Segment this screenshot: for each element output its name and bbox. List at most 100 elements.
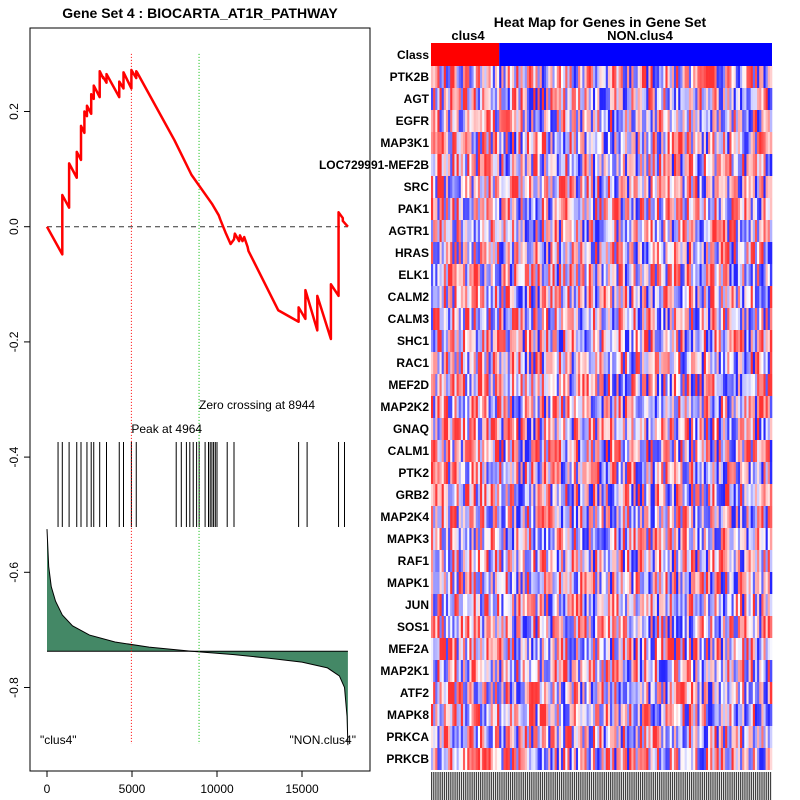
heatmap-cell	[582, 550, 585, 572]
heatmap-cell	[729, 308, 732, 330]
heatmap-cell	[546, 132, 549, 154]
heatmap-cell	[507, 418, 511, 440]
heatmap-cell	[639, 88, 643, 110]
heatmap-cell	[580, 528, 583, 550]
right-class-label: "NON.clus4"	[289, 733, 356, 747]
heatmap-cells	[431, 66, 773, 770]
heatmap-cell	[618, 374, 621, 396]
heatmap-cell	[558, 286, 562, 308]
heatmap-cell	[433, 242, 436, 264]
heatmap-cell	[599, 66, 602, 88]
heatmap-cell	[601, 418, 604, 440]
heatmap-cell	[727, 242, 730, 264]
heatmap-cell	[548, 110, 551, 132]
heatmap-cell	[552, 440, 555, 462]
heatmap-cell	[484, 110, 487, 132]
heatmap-cell	[471, 704, 474, 726]
heatmap-cell	[708, 660, 711, 682]
heatmap-cell	[763, 418, 766, 440]
heatmap-cell	[752, 352, 756, 374]
heatmap-cell	[552, 682, 555, 704]
heatmap-cell	[529, 132, 532, 154]
heatmap-cell	[537, 660, 540, 682]
heatmap-cell	[618, 66, 621, 88]
heatmap-cell	[507, 682, 511, 704]
heatmap-cell	[605, 132, 609, 154]
heatmap-cell	[646, 286, 649, 308]
heatmap-cell	[676, 396, 679, 418]
heatmap-cell	[441, 616, 445, 638]
heatmap-cell	[471, 66, 474, 88]
heatmap-cell	[629, 242, 632, 264]
heatmap-cell	[652, 220, 656, 242]
heatmap-cell	[563, 638, 566, 660]
heatmap-cell	[467, 572, 470, 594]
heatmap-cell	[494, 418, 498, 440]
heatmap-cell	[571, 198, 575, 220]
heatmap-cell	[718, 264, 722, 286]
heatmap-cell	[588, 198, 592, 220]
heatmap-cell	[535, 726, 538, 748]
heatmap-cell	[531, 154, 534, 176]
heatmap-cell	[533, 352, 536, 374]
heatmap-cell	[548, 242, 551, 264]
heatmap-cell	[754, 66, 758, 88]
heatmap-cell	[701, 220, 705, 242]
heatmap-cell	[759, 484, 762, 506]
heatmap-cell	[686, 286, 690, 308]
heatmap-cell	[501, 616, 504, 638]
heatmap-cell	[501, 374, 504, 396]
heatmap-cell	[486, 242, 489, 264]
heatmap-cell	[627, 286, 630, 308]
heatmap-cell	[661, 616, 664, 638]
heatmap-cell	[648, 484, 651, 506]
heatmap-cell	[573, 264, 577, 286]
heatmap-cell	[612, 352, 615, 374]
heatmap-cell	[746, 88, 749, 110]
heatmap-cell	[605, 220, 609, 242]
heatmap-cell	[631, 154, 634, 176]
heatmap-cell	[486, 638, 489, 660]
heatmap-cell	[480, 418, 483, 440]
heatmap-cell	[522, 154, 526, 176]
heatmap-cell	[443, 528, 447, 550]
heatmap-cell	[480, 484, 483, 506]
heatmap-cell	[535, 462, 538, 484]
heatmap-cell	[639, 594, 643, 616]
heatmap-cell	[462, 374, 466, 396]
heatmap-cell	[618, 616, 621, 638]
heatmap-cell	[740, 264, 743, 286]
heatmap-cell	[601, 286, 604, 308]
heatmap-cell	[693, 374, 696, 396]
heatmap-cell	[488, 660, 491, 682]
heatmap-cell	[676, 154, 679, 176]
heatmap-cell	[622, 66, 626, 88]
heatmap-cell	[435, 572, 438, 594]
heatmap-cell	[757, 286, 760, 308]
heatmap-cell	[460, 198, 464, 220]
heatmap-cell	[582, 110, 585, 132]
heatmap-cell	[443, 660, 447, 682]
heatmap-cell	[718, 374, 722, 396]
heatmap-cell	[744, 154, 747, 176]
heatmap-cell	[569, 330, 572, 352]
heatmap-cell	[599, 110, 602, 132]
heatmap-cell	[599, 286, 602, 308]
heatmap-cell	[727, 176, 730, 198]
heatmap-cell	[603, 660, 607, 682]
heatmap-cell	[597, 484, 600, 506]
heatmap-cell	[578, 286, 581, 308]
heatmap-cell	[601, 198, 604, 220]
heatmap-cell	[548, 704, 551, 726]
heatmap-cell	[499, 110, 502, 132]
heatmap-cell	[663, 594, 666, 616]
heatmap-cell	[561, 66, 564, 88]
heatmap-cell	[561, 154, 564, 176]
heatmap-cell	[682, 66, 685, 88]
heatmap-cell	[554, 330, 558, 352]
heatmap-cell	[731, 330, 734, 352]
heatmap-cell	[586, 594, 590, 616]
heatmap-cell	[639, 660, 643, 682]
heatmap-cell	[548, 154, 551, 176]
heatmap-cell	[635, 528, 639, 550]
